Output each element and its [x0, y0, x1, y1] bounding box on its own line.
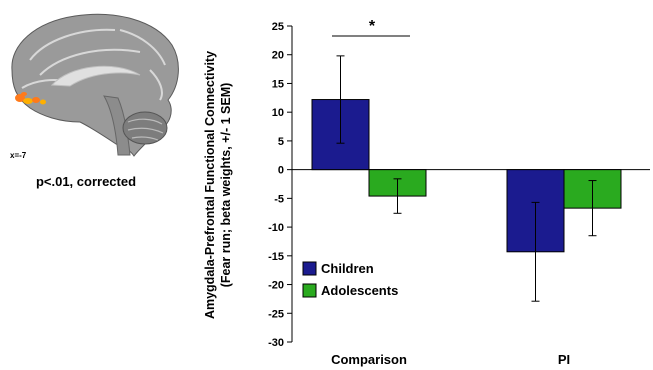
legend-label: Adolescents	[321, 283, 398, 298]
legend-swatch	[302, 283, 317, 298]
brain-sagittal-image: x=-7 p<.01, corrected	[10, 13, 179, 189]
bar-chart: Amygdala-Prefrontal Functional Connectiv…	[203, 18, 650, 367]
y-tick-label: 0	[278, 165, 284, 177]
bars	[311, 55, 622, 302]
y-axis: 25 20 15 10 5 0 -5 -10 -15 -20 -25 -30	[268, 21, 650, 349]
activation-blob	[15, 94, 25, 102]
legend-swatch	[302, 261, 317, 276]
y-tick-label: -30	[268, 337, 284, 349]
y-tick-label: -25	[268, 308, 284, 320]
activation-blob	[21, 92, 27, 96]
legend-label: Children	[321, 261, 374, 276]
legend: Children Adolescents	[302, 261, 398, 298]
cerebellum-folia	[127, 118, 164, 141]
slice-label: x=-7	[10, 151, 27, 160]
significance-asterisk: *	[369, 18, 376, 35]
y-axis-label-line2: (Fear run; beta weights, +/- 1 SEM)	[219, 83, 233, 288]
brain-caption: p<.01, corrected	[36, 174, 136, 189]
x-tick-label: PI	[558, 352, 570, 367]
significance-marker: *	[332, 18, 410, 37]
y-tick-label: 15	[272, 78, 284, 90]
activation-blob	[23, 98, 33, 104]
y-tick-label: 10	[272, 107, 284, 119]
y-tick-label: 20	[272, 50, 284, 62]
brain-gyri	[21, 28, 166, 101]
brainstem	[103, 95, 131, 156]
y-tick-label: 25	[272, 21, 284, 33]
activation-blob	[32, 97, 40, 103]
x-tick-label: Comparison	[331, 352, 407, 367]
y-axis-label-line1: Amygdala-Prefrontal Functional Connectiv…	[203, 51, 217, 319]
x-axis-labels: Comparison PI	[331, 352, 570, 367]
y-tick-label: 5	[278, 136, 284, 148]
corpus-callosum	[50, 65, 141, 87]
y-tick-label: -10	[268, 222, 284, 234]
prefrontal-activation	[15, 92, 46, 105]
y-tick-label: -15	[268, 251, 284, 263]
y-tick-label: -5	[274, 193, 284, 205]
activation-blob	[40, 99, 46, 105]
y-tick-label: -20	[268, 280, 284, 292]
